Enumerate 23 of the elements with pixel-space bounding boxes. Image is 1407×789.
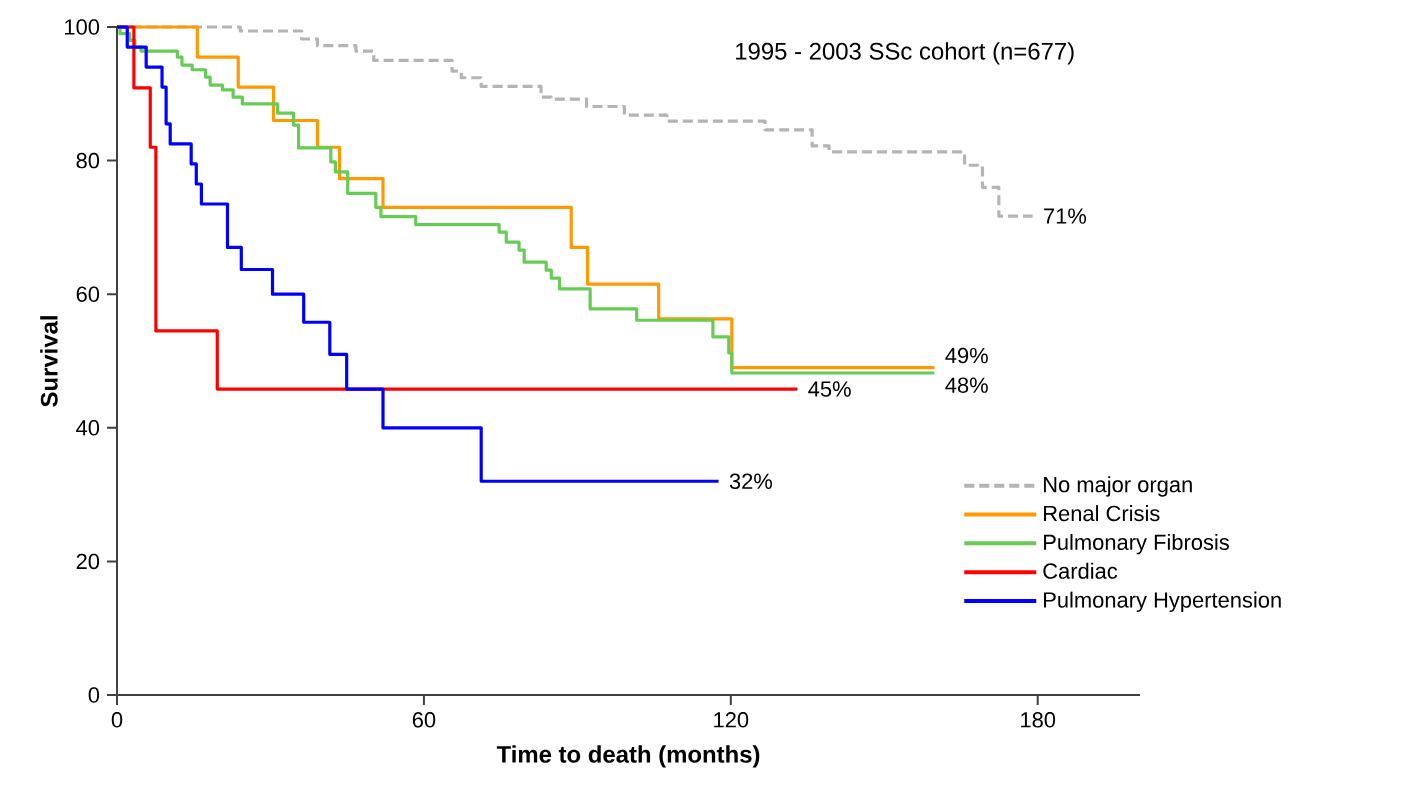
- legend-label: Pulmonary Fibrosis: [1044, 533, 1229, 555]
- x-tick-label: 120: [714, 712, 749, 728]
- y-tick-label: 0: [88, 687, 100, 703]
- y-tick-label: 80: [76, 152, 100, 169]
- legend-label: Cardiac: [1043, 562, 1118, 579]
- annotation: 45%: [808, 381, 851, 397]
- annotation: 49%: [945, 347, 988, 364]
- annotation: 48%: [945, 377, 988, 393]
- annotation: 71%: [1044, 208, 1087, 224]
- y-tick-label: 40: [76, 420, 100, 436]
- x-tick-label: 0: [111, 712, 123, 728]
- x-tick-label: 60: [412, 712, 436, 728]
- legend-label: Pulmonary Hypertension: [1044, 591, 1281, 613]
- y-tick-label: 20: [76, 553, 100, 570]
- x-tick-label: 180: [1021, 712, 1056, 728]
- y-tick-label: 60: [76, 286, 100, 302]
- annotation: 32%: [729, 473, 772, 489]
- legend-label: No major organ: [1044, 476, 1192, 497]
- legend-label: Renal Crisis: [1044, 505, 1160, 522]
- text: 1995 - 2003 SSc cohort (n=677): [736, 42, 1074, 65]
- y-axis-title: Survival: [40, 316, 58, 407]
- x-axis-title: Time to death (months): [496, 745, 760, 768]
- y-tick-label: 100: [65, 19, 100, 35]
